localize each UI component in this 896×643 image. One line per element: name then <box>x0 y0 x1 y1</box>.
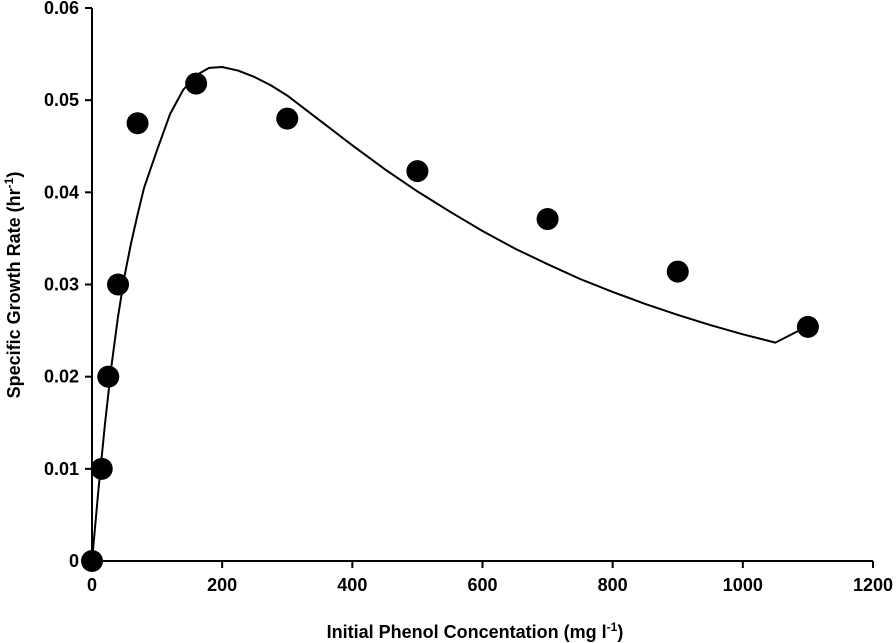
y-tick-label: 0.01 <box>44 459 79 479</box>
x-tick-label: 800 <box>598 575 628 595</box>
data-point <box>107 273 130 296</box>
y-tick-label: 0.05 <box>44 90 79 110</box>
y-axis-title: Specific Growth Rate (hr-1) <box>2 172 24 399</box>
data-point <box>796 315 819 338</box>
data-point <box>97 365 120 388</box>
x-tick-label: 200 <box>207 575 237 595</box>
y-tick-label: 0.04 <box>44 182 79 202</box>
data-point <box>81 550 103 572</box>
data-point <box>666 260 689 283</box>
y-tick-label: 0.06 <box>44 0 79 18</box>
x-tick-label: 0 <box>87 575 97 595</box>
x-tick-label: 600 <box>467 575 497 595</box>
x-axis-title: Initial Phenol Concentation (mg l-1) <box>327 620 624 642</box>
y-tick-label: 0.03 <box>44 275 79 295</box>
data-point <box>536 208 559 231</box>
tick-labels-layer: 0 0.01 0.02 0.03 0.04 0.05 0.06 0 200 400 600 800 10… <box>44 0 893 595</box>
data-point <box>406 160 429 183</box>
x-tick-label: 1000 <box>723 575 763 595</box>
x-tick-label: 1200 <box>853 575 893 595</box>
data-point <box>90 457 113 480</box>
fit-curve-layer <box>91 66 809 562</box>
data-point <box>126 112 149 135</box>
y-tick-label: 0.02 <box>44 367 79 387</box>
data-points-layer <box>81 72 819 572</box>
data-point <box>185 72 208 95</box>
x-tick-label: 400 <box>337 575 367 595</box>
fit-curve <box>91 66 809 562</box>
y-tick-label: 0 <box>69 551 79 571</box>
data-point <box>276 107 299 130</box>
